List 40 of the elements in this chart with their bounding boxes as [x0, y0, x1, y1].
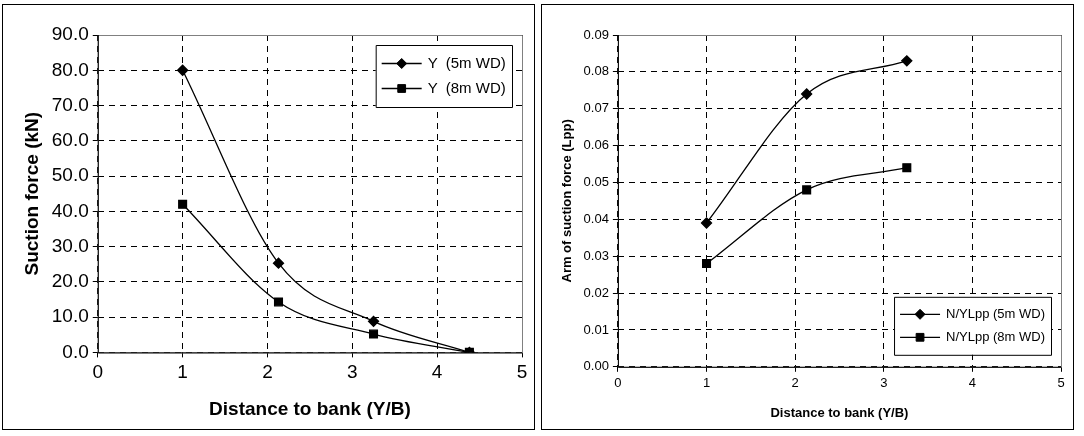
y-tick-label: 20.0 [51, 270, 89, 292]
y-tick-label: 0.0 [62, 340, 89, 362]
y-tick-label: 0.02 [583, 284, 609, 300]
legend-label: Y (8m WD) [427, 78, 506, 96]
x-tick-label: 2 [791, 375, 799, 391]
y-tick-label: 60.0 [51, 129, 89, 151]
x-tick-label: 0 [614, 375, 622, 391]
legend-label: Y (5m WD) [427, 53, 506, 71]
y-tick-label: 0.00 [583, 358, 609, 374]
x-tick-label: 5 [1057, 375, 1065, 391]
y-tick-label: 10.0 [51, 305, 89, 327]
y-axis-title: Suction force (kN) [20, 111, 42, 276]
x-tick-label: 0 [92, 361, 104, 383]
x-tick-label: 4 [968, 375, 976, 391]
y-tick-label: 0.06 [583, 137, 609, 153]
y-tick-label: 70.0 [51, 93, 89, 115]
legend-label: N/YLpp (8m WD) [946, 328, 1046, 344]
x-tick-label: 1 [177, 361, 188, 383]
y-tick-label: 0.07 [583, 100, 609, 116]
y-tick-label: 30.0 [51, 234, 89, 256]
x-tick-label: 3 [880, 375, 888, 391]
x-tick-label: 3 [347, 361, 358, 383]
y-tick-label: 0.03 [583, 247, 609, 263]
x-tick-label: 1 [702, 375, 711, 391]
y-tick-label: 0.08 [583, 63, 609, 79]
y-tick-label: 90.0 [51, 23, 89, 45]
x-tick-label: 4 [431, 361, 443, 383]
x-tick-label: 2 [262, 361, 273, 383]
y-tick-label: 0.09 [583, 26, 609, 42]
y-tick-label: 0.04 [583, 210, 609, 226]
y-axis-title: Arm of suction force (Lpp) [559, 119, 575, 283]
y-tick-label: 0.05 [583, 174, 609, 190]
legend-label: N/YLpp (5m WD) [946, 305, 1046, 321]
x-axis-title: Distance to bank (Y/B) [209, 397, 411, 419]
y-tick-label: 0.01 [583, 321, 609, 337]
x-tick-label: 5 [516, 361, 528, 383]
x-axis-title: Distance to bank (Y/B) [770, 404, 909, 420]
y-tick-label: 50.0 [51, 164, 89, 186]
y-tick-label: 80.0 [51, 58, 89, 80]
y-tick-label: 40.0 [51, 199, 89, 221]
